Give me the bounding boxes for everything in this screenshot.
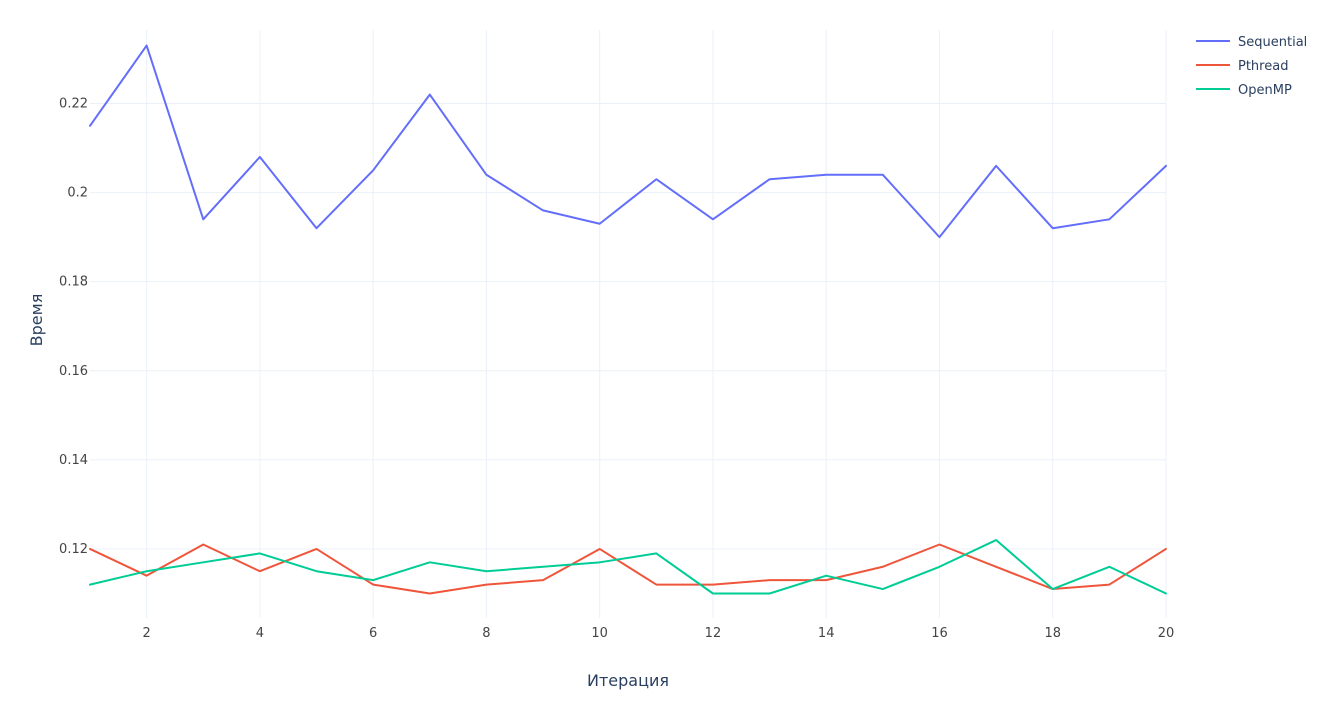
- x-tick-label: 18: [1044, 626, 1061, 641]
- x-axis-ticks: 2 4 6 8 10 12 14 16 18 20: [142, 626, 1174, 641]
- legend-item-sequential[interactable]: Sequential: [1196, 35, 1307, 50]
- legend[interactable]: Sequential Pthread OpenMP: [1196, 35, 1307, 98]
- x-tick-label: 8: [482, 626, 490, 641]
- series-line-sequential[interactable]: [89, 44, 1167, 239]
- y-tick-label: 0.16: [59, 364, 88, 379]
- legend-label: Sequential: [1238, 35, 1307, 50]
- y-axis-ticks: 0.12 0.14 0.16 0.18 0.2 0.22: [59, 97, 88, 557]
- series-line-openmp[interactable]: [89, 539, 1167, 595]
- x-tick-label: 2: [142, 626, 150, 641]
- legend-label: Pthread: [1238, 59, 1288, 74]
- grid: [90, 30, 1167, 618]
- legend-item-openmp[interactable]: OpenMP: [1196, 83, 1292, 98]
- y-tick-label: 0.14: [59, 453, 88, 468]
- x-tick-label: 14: [818, 626, 835, 641]
- legend-label: OpenMP: [1238, 83, 1292, 98]
- x-tick-label: 4: [256, 626, 264, 641]
- x-tick-label: 10: [591, 626, 608, 641]
- y-tick-label: 0.2: [67, 186, 88, 201]
- x-tick-label: 16: [931, 626, 948, 641]
- series-line-pthread[interactable]: [89, 543, 1167, 595]
- y-tick-label: 0.22: [59, 97, 88, 112]
- x-tick-label: 12: [705, 626, 722, 641]
- y-axis-title: Время: [27, 294, 46, 347]
- y-tick-label: 0.12: [59, 542, 88, 557]
- x-axis-title: Итерация: [587, 671, 669, 690]
- series-lines: [89, 44, 1167, 595]
- legend-item-pthread[interactable]: Pthread: [1196, 59, 1288, 74]
- y-tick-label: 0.18: [59, 275, 88, 290]
- x-tick-label: 20: [1158, 626, 1175, 641]
- x-tick-label: 6: [369, 626, 377, 641]
